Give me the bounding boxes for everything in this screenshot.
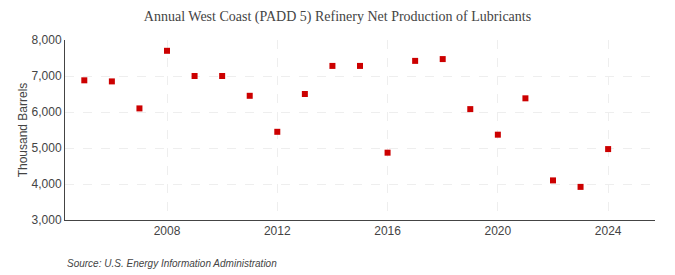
svg-text:2020: 2020 (484, 224, 511, 238)
svg-text:2016: 2016 (374, 224, 401, 238)
svg-text:Thousand Barrels: Thousand Barrels (16, 83, 30, 178)
svg-text:2008: 2008 (154, 224, 181, 238)
svg-text:4,000: 4,000 (32, 177, 62, 191)
svg-text:3,000: 3,000 (32, 213, 62, 227)
svg-text:5,000: 5,000 (32, 141, 62, 155)
svg-text:2012: 2012 (264, 224, 291, 238)
svg-text:7,000: 7,000 (32, 69, 62, 83)
svg-text:Annual West Coast (PADD 5) Ref: Annual West Coast (PADD 5) Refinery Net … (144, 9, 531, 25)
svg-text:2024: 2024 (595, 224, 622, 238)
svg-text:8,000: 8,000 (32, 33, 62, 47)
svg-text:Source: U.S. Energy Informatio: Source: U.S. Energy Information Administ… (67, 258, 277, 269)
svg-text:6,000: 6,000 (32, 105, 62, 119)
